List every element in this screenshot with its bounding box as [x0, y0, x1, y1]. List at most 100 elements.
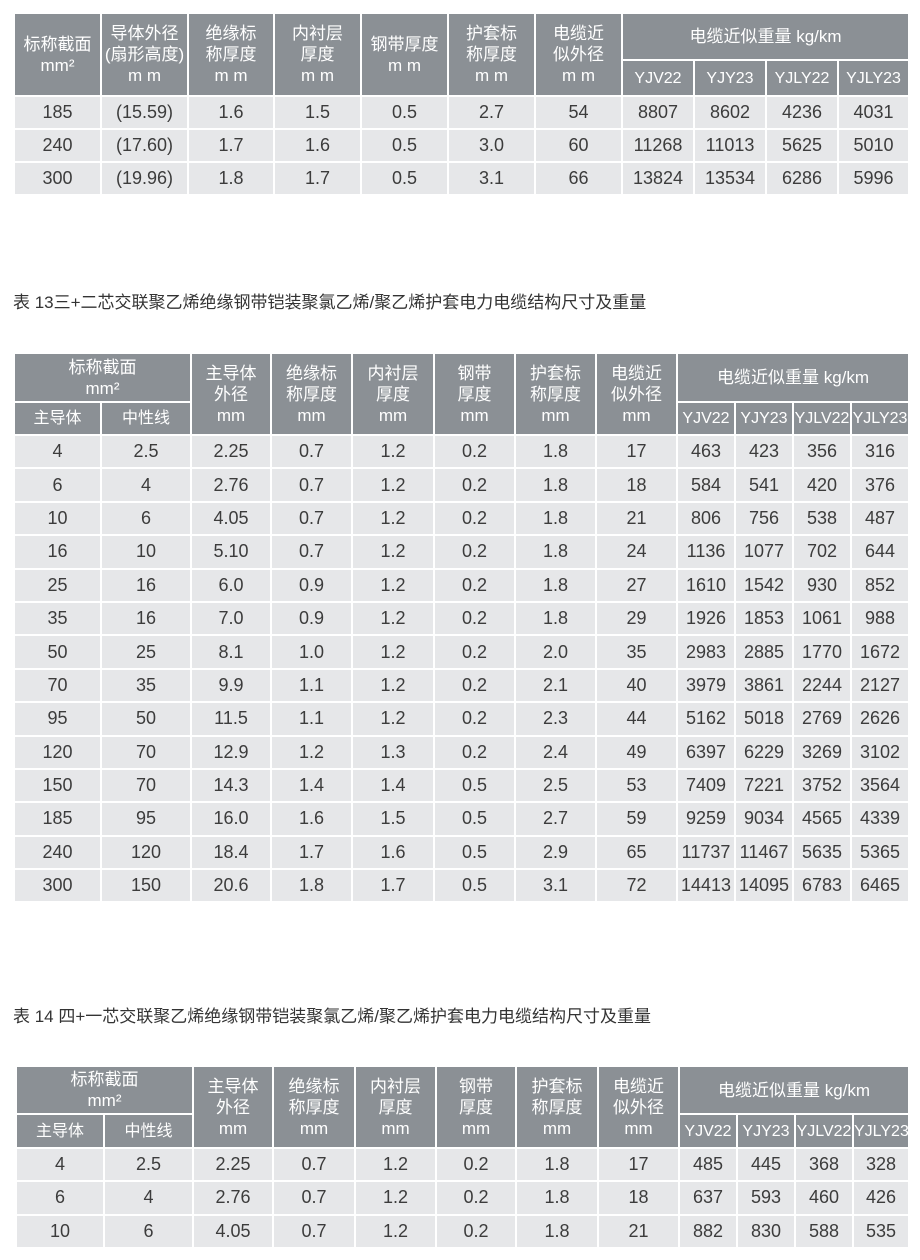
table-cell: 1.2: [354, 1146, 437, 1183]
table-cell: 35: [13, 600, 102, 637]
table-cell: 1.8: [514, 600, 597, 637]
table-cell: 2983: [676, 634, 736, 670]
table-cell: 0.2: [433, 701, 516, 737]
table-cell: 1.8: [514, 567, 597, 603]
table-cell: 0.7: [272, 1146, 356, 1183]
table-cell: 95: [100, 801, 192, 837]
table-cell: 16: [100, 600, 192, 637]
table-cell: 12.9: [190, 734, 272, 770]
table-cell: 1542: [734, 567, 794, 603]
table-cell: 240: [13, 128, 102, 163]
table-cell: 0.2: [435, 1180, 517, 1216]
table-cell: 1.4: [270, 767, 353, 804]
table-cell: 0.2: [433, 500, 516, 537]
table-cell: 4: [103, 1180, 194, 1216]
table-cell: 4: [100, 467, 192, 503]
table-cell: 1.2: [351, 467, 435, 503]
table-cell: 1926: [676, 600, 736, 637]
table-cell: 1.8: [514, 433, 597, 470]
header-model: YJV22: [621, 59, 695, 97]
table-cell: 2.9: [514, 834, 597, 871]
table-cell: 0.2: [433, 634, 516, 670]
table-cell: 150: [13, 767, 102, 804]
table-cell: 0.5: [433, 767, 516, 804]
header-model: YJV22: [676, 401, 736, 436]
table-cell: 1.2: [354, 1180, 437, 1216]
table-cell: 1061: [792, 600, 852, 637]
table-cell: 2.76: [190, 467, 272, 503]
table-cell: 1.6: [187, 95, 275, 130]
table-cell: 852: [850, 567, 910, 603]
table-cell: 6465: [850, 868, 910, 904]
table-cell: 16: [13, 534, 102, 570]
table-cell: 0.2: [433, 667, 516, 704]
table-cell: 9034: [734, 801, 794, 837]
table-cell: 485: [678, 1146, 738, 1183]
table-cell: 4: [13, 433, 102, 470]
table-cell: 0.7: [272, 1213, 356, 1249]
table-cell: 5018: [734, 701, 794, 737]
table-cell: 538: [792, 500, 852, 537]
table-row: 10 6 4.05 0.7 1.2 0.2 1.8 21 882 830 588 535: [15, 1213, 910, 1249]
table-cell: 6: [103, 1213, 194, 1249]
table-cell: 535: [852, 1213, 910, 1249]
table-cell: 5162: [676, 701, 736, 737]
table-cell: 2244: [792, 667, 852, 704]
table-cell: 11467: [734, 834, 794, 871]
table-cell: 1.2: [351, 534, 435, 570]
header-model: YJV22: [678, 1113, 738, 1149]
table-cell: 1.8: [515, 1146, 599, 1183]
header-steel: 钢带厚度 m m: [360, 12, 449, 97]
table-cell: 4236: [765, 95, 839, 130]
table-2-title: 表 13三+二芯交联聚乙烯绝缘钢带铠装聚氯乙烯/聚乙烯护套电力电缆结构尺寸及重量: [13, 293, 647, 312]
table-cell: 120: [100, 834, 192, 871]
header-lining: 内衬层 厚度 m m: [273, 12, 362, 97]
table-cell: 4.05: [190, 500, 272, 537]
table-cell: 16: [100, 567, 192, 603]
table-cell: 1.7: [351, 868, 435, 904]
table-cell: 1.5: [273, 95, 362, 130]
table-cell: 2.5: [103, 1146, 194, 1183]
table-cell: 644: [850, 534, 910, 570]
table-cell: 5.10: [190, 534, 272, 570]
header-conductor: 导体外径 (扇形高度) m m: [100, 12, 189, 97]
table-cell: 756: [734, 500, 794, 537]
table-cell: 150: [100, 868, 192, 904]
table-cell: 487: [850, 500, 910, 537]
table-cell: 1.6: [270, 801, 353, 837]
table-cell: 14095: [734, 868, 794, 904]
header-model: YJLV22: [794, 1113, 854, 1149]
table-cell: 1.2: [351, 667, 435, 704]
table-row: 4 2.5 2.25 0.7 1.2 0.2 1.8 17 463 423 356 316: [13, 433, 910, 470]
table-cell: 1.2: [354, 1213, 437, 1249]
header-lining: 内衬层 厚度 mm: [354, 1065, 437, 1149]
table-cell: 1.8: [515, 1180, 599, 1216]
header-area: 标称截面 mm²: [13, 352, 192, 403]
table-cell: 460: [794, 1180, 854, 1216]
table-cell: 4565: [792, 801, 852, 837]
table-cell: 49: [595, 734, 678, 770]
table-cell: 70: [100, 734, 192, 770]
table-cell: 830: [736, 1213, 796, 1249]
table-row: 10 6 4.05 0.7 1.2 0.2 1.8 21 806 756 538 487: [13, 500, 910, 537]
header-sheath: 护套标 称厚度 mm: [514, 352, 597, 436]
header-model: YJLY23: [837, 59, 910, 97]
table-cell: 806: [676, 500, 736, 537]
table-cell: 25: [13, 567, 102, 603]
table-cell: 44: [595, 701, 678, 737]
table-cell: 5996: [837, 161, 910, 196]
table-cell: 11013: [693, 128, 767, 163]
table-cell: 3979: [676, 667, 736, 704]
header-conductor: 主导体 外径 mm: [192, 1065, 274, 1149]
table-cell: 0.7: [270, 500, 353, 537]
table-cell: 1.8: [515, 1213, 599, 1249]
table-cell: 0.5: [433, 834, 516, 871]
table-cell: 72: [595, 868, 678, 904]
table-cell: 4: [15, 1146, 105, 1183]
table-cell: 60: [534, 128, 623, 163]
table-row: 6 4 2.76 0.7 1.2 0.2 1.8 18 637 593 460 426: [15, 1180, 910, 1216]
table-cell: 2.1: [514, 667, 597, 704]
cable-spec-table-1: 标称截面 mm² 导体外径 (扇形高度) m m 绝缘标 称厚度 m m 内衬层 厚度 m m…: [13, 12, 910, 196]
table-cell: 3564: [850, 767, 910, 804]
table-cell: 6: [100, 500, 192, 537]
